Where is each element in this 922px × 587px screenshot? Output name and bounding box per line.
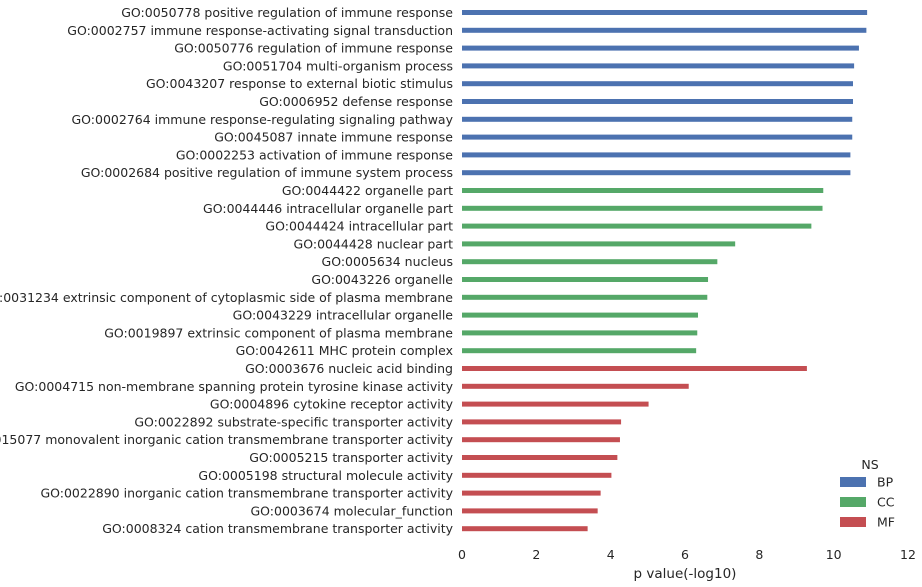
bar-go-0050776 [462,45,859,51]
category-labels: GO:0050778 positive regulation of immune… [0,5,454,536]
category-label: GO:0003674 molecular_function [250,503,453,518]
bar-go-0015077 [462,437,620,443]
x-tick-label: 2 [532,547,540,562]
bar-go-0044428 [462,241,736,247]
category-label: GO:0002253 activation of immune response [176,147,453,162]
category-label: GO:0050776 regulation of immune response [174,41,453,56]
bar-go-0005634 [462,259,718,265]
category-label: GO:0043207 response to external biotic s… [146,76,453,91]
bar-go-0003676 [462,366,807,371]
bar-go-0042611 [462,348,697,354]
bar-go-0022892 [462,419,622,425]
category-label: GO:0022892 substrate-specific transporte… [134,414,453,429]
bar-go-0004715 [462,383,689,389]
bar-go-0002757 [462,27,867,33]
category-label: GO:0044424 intracellular part [265,219,453,234]
category-label: GO:0005634 nucleus [322,254,453,269]
bar-go-0003674 [462,508,598,514]
bar-go-0019897 [462,330,698,336]
bar-go-0043207 [462,81,853,87]
bar-go-0008324 [462,526,588,532]
category-label: GO:0044446 intracellular organelle part [203,201,453,216]
category-label: GO:0002757 immune response-activating si… [67,23,453,38]
x-tick-label: 10 [826,547,842,562]
x-tick-label: 0 [458,547,466,562]
category-label: GO:0043226 organelle [311,272,453,287]
x-axis-title: p value(-log10) [634,566,737,582]
bar-go-0050778 [462,10,868,15]
x-tick-label: 4 [607,547,615,562]
bar-go-0043226 [462,277,709,282]
category-label: GO:0004896 cytokine receptor activity [210,397,454,412]
bar-go-0002684 [462,170,851,176]
category-label: GO:0050778 positive regulation of immune… [121,5,453,20]
bar-go-0044422 [462,188,824,193]
legend-swatch-bp [840,477,866,487]
bars-layer [462,10,868,532]
bar-go-0002764 [462,116,853,122]
x-axis: 0 2 4 6 8 10 12 [458,547,916,562]
category-label: GO:0015077 monovalent inorganic cation t… [0,432,454,447]
legend-label-mf: MF [877,515,895,530]
legend: NS BP CC MF [840,457,895,530]
legend-swatch-mf [840,517,866,527]
bar-go-0031234 [462,294,708,300]
bar-go-0005198 [462,472,612,478]
category-label: GO:0002684 positive regulation of immune… [81,165,453,180]
x-tick-label: 6 [681,547,689,562]
category-label: GO:0004715 non-membrane spanning protein… [15,379,454,394]
category-label: GO:0045087 innate immune response [214,130,453,145]
bar-go-0006952 [462,99,853,104]
x-tick-label: 12 [900,547,916,562]
category-label: GO:0042611 MHC protein complex [236,343,453,358]
category-label: GO:0003676 nucleic acid binding [245,361,453,376]
category-label: GO:0008324 cation transmembrane transpor… [102,521,453,536]
legend-title: NS [861,457,878,472]
bar-go-0002253 [462,152,851,158]
category-label: GO:0019897 extrinsic component of plasma… [104,325,453,340]
bar-go-0005215 [462,455,618,460]
legend-label-cc: CC [877,495,895,510]
category-label: GO:0006952 defense response [259,94,453,109]
x-tick-label: 8 [755,547,763,562]
category-label: GO:0022890 inorganic cation transmembran… [40,486,453,501]
category-label: GO:0031234 extrinsic component of cytopl… [0,290,453,305]
bar-go-0045087 [462,134,853,140]
bar-go-0044424 [462,223,812,229]
bar-go-0004896 [462,401,649,407]
bar-go-0051704 [462,63,855,69]
legend-swatch-cc [840,497,866,507]
category-label: GO:0044428 nuclear part [294,236,454,251]
category-label: GO:0051704 multi-organism process [223,58,453,73]
bar-go-0043229 [462,312,699,318]
bar-go-0022890 [462,490,601,496]
category-label: GO:0005198 structural molecule activity [198,468,453,483]
category-label: GO:0005215 transporter activity [249,450,453,465]
category-label: GO:0044422 organelle part [282,183,453,198]
bar-go-0044446 [462,205,823,211]
category-label: GO:0043229 intracellular organelle [233,308,454,323]
legend-label-bp: BP [877,475,894,490]
category-label: GO:0002764 immune response-regulating si… [71,112,453,127]
